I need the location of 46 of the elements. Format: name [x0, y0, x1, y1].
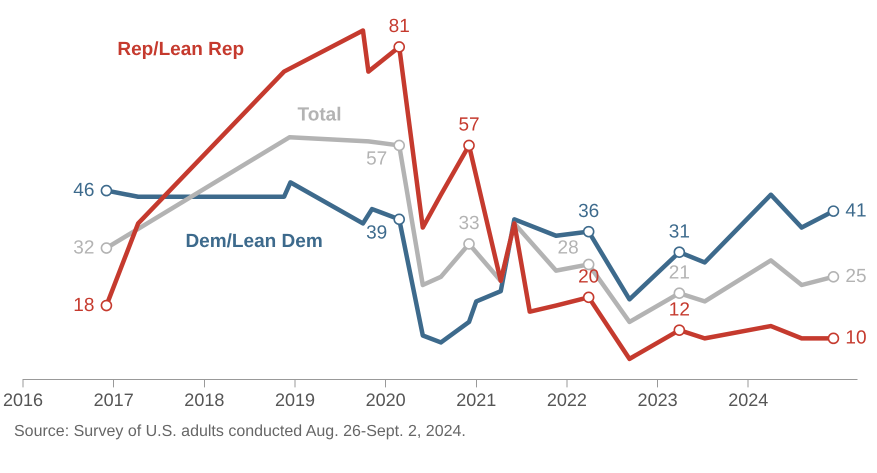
data-label: 57	[366, 148, 388, 170]
data-label: 81	[388, 16, 410, 38]
x-tick-label: 2023	[638, 390, 678, 410]
point	[582, 226, 594, 238]
point	[393, 140, 406, 152]
data-label: 25	[845, 266, 867, 288]
point	[582, 292, 594, 304]
data-label: 39	[366, 222, 388, 244]
point	[463, 238, 475, 250]
data-label: 21	[668, 262, 690, 284]
x-tick-label: 2017	[94, 390, 134, 410]
series-label: Total	[298, 104, 342, 126]
point	[828, 332, 840, 344]
data-label: 10	[845, 328, 867, 349]
data-label: 12	[668, 299, 690, 320]
data-label: 36	[578, 200, 600, 222]
x-tick-label: 2021	[456, 390, 496, 410]
data-label: 28	[558, 238, 579, 259]
point	[828, 270, 840, 283]
point	[674, 246, 686, 258]
x-tick-label: 2022	[546, 390, 587, 410]
series-label: Dem/Lean Dem	[185, 230, 323, 252]
point	[393, 41, 406, 53]
x-tick-label: 2019	[274, 390, 315, 410]
data-label: 33	[458, 213, 480, 234]
x-tick-label: 2018	[184, 390, 224, 410]
point	[828, 205, 840, 217]
x-tick-label: 2020	[366, 390, 406, 410]
source-note: Source: Survey of U.S. adults conducted Aug. 26-Sept. 2, 2024.	[14, 423, 467, 441]
x-tick-label: 2016	[3, 390, 44, 410]
point	[674, 287, 686, 300]
data-label: 20	[578, 266, 600, 288]
point	[100, 242, 112, 254]
series-label: Rep/Lean Rep	[117, 38, 244, 60]
data-label: 31	[668, 221, 690, 242]
point	[100, 300, 112, 312]
data-label: 46	[73, 180, 94, 201]
data-label: 18	[73, 294, 94, 316]
data-label: 32	[73, 237, 94, 258]
x-tick-label: 2024	[728, 390, 768, 410]
point	[100, 184, 112, 196]
data-label: 41	[845, 200, 867, 222]
point	[393, 214, 406, 226]
point	[463, 140, 475, 152]
data-label: 57	[458, 114, 480, 136]
point	[674, 324, 686, 336]
